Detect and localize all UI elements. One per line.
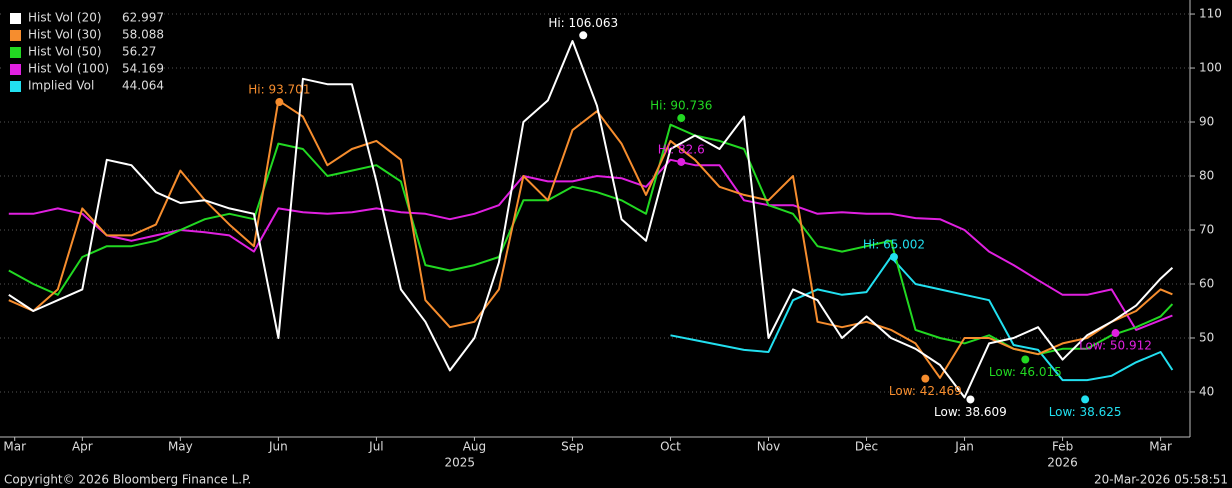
legend-name: Hist Vol (30) <box>28 28 102 42</box>
x-tick-label: Jul <box>368 440 383 454</box>
x-tick-label: Nov <box>757 440 780 454</box>
x-tick-label: Jan <box>954 440 974 454</box>
annotation-marker <box>1081 395 1090 404</box>
annotation-label: Low: 46.015 <box>989 365 1062 379</box>
annotation-marker <box>1021 355 1030 364</box>
x-tick-label: May <box>168 440 193 454</box>
annotation-label: Low: 42.469 <box>889 384 962 398</box>
series-line <box>8 123 1174 356</box>
legend-value: 54.169 <box>122 62 164 76</box>
x-tick-label: Mar <box>1149 440 1172 454</box>
annotation-label: Hi: 106.063 <box>548 16 618 30</box>
annotation-marker <box>579 31 588 40</box>
annotation-label: Low: 38.625 <box>1049 405 1122 419</box>
legend-value: 44.064 <box>122 79 164 93</box>
x-tick-label: Feb <box>1052 440 1073 454</box>
y-tick-label: 60 <box>1199 276 1214 290</box>
annotation-marker <box>1111 329 1120 338</box>
annotation-marker <box>677 157 686 166</box>
series-line <box>670 256 1174 382</box>
x-tick-label: Apr <box>72 440 93 454</box>
legend-swatch <box>10 81 21 92</box>
x-tick-label: Aug <box>463 440 486 454</box>
annotation-label: Hi: 93.701 <box>248 83 310 97</box>
annotation-label: Low: 38.609 <box>934 405 1007 419</box>
legend-name: Hist Vol (100) <box>28 62 109 76</box>
year-label: 2026 <box>1047 456 1078 470</box>
annotation-marker <box>275 98 284 107</box>
y-tick-label: 110 <box>1199 7 1222 21</box>
legend-name: Hist Vol (50) <box>28 45 102 59</box>
series-line <box>8 158 1173 331</box>
y-tick-label: 100 <box>1199 61 1222 75</box>
annotation-marker <box>921 374 930 383</box>
copyright: Copyright© 2026 Bloomberg Finance L.P. <box>4 473 251 487</box>
legend-swatch <box>10 13 21 24</box>
annotation-label: Hi: 65.002 <box>863 237 925 251</box>
series-line <box>8 40 1174 399</box>
legend-value: 62.997 <box>122 11 164 25</box>
y-tick-label: 50 <box>1199 330 1214 344</box>
x-tick-label: Oct <box>660 440 681 454</box>
legend-value: 58.088 <box>122 28 164 42</box>
legend-swatch <box>10 47 21 58</box>
legend-swatch <box>10 64 21 75</box>
legend-name: Hist Vol (20) <box>28 11 102 25</box>
x-tick-label: Dec <box>855 440 878 454</box>
y-tick-label: 90 <box>1199 115 1214 129</box>
annotation-label: Low: 50.912 <box>1079 339 1152 353</box>
y-tick-label: 80 <box>1199 169 1214 183</box>
timestamp: 20-Mar-2026 05:58:51 <box>1094 473 1228 487</box>
annotation-marker <box>889 252 898 261</box>
year-label: 2025 <box>444 456 475 470</box>
legend-swatch <box>10 30 21 41</box>
legend-box <box>4 8 164 94</box>
x-tick-label: Mar <box>3 440 26 454</box>
legend-name: Implied Vol <box>28 79 94 93</box>
legend-value: 56.27 <box>122 45 156 59</box>
annotation-marker <box>966 395 975 404</box>
x-tick-label: Jun <box>268 440 288 454</box>
x-tick-label: Sep <box>561 440 584 454</box>
y-tick-label: 40 <box>1199 384 1214 398</box>
annotation-label: Hi: 82.6 <box>658 142 705 156</box>
y-tick-label: 70 <box>1199 222 1214 236</box>
annotation-label: Hi: 90.736 <box>650 99 712 113</box>
annotation-marker <box>677 114 686 123</box>
